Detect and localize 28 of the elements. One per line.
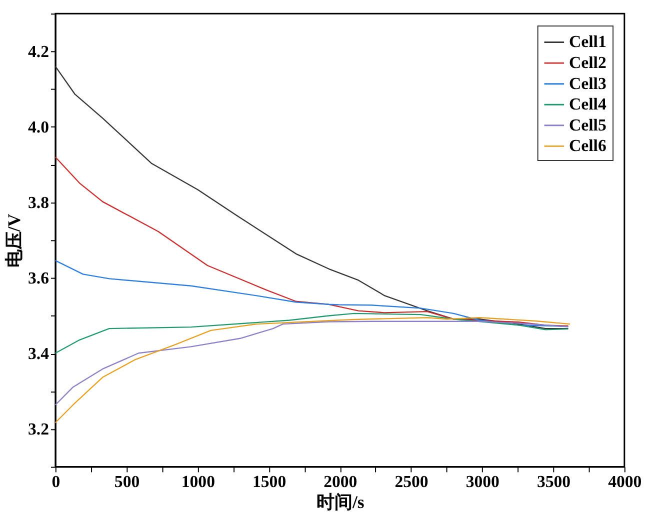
y-axis-title: 电压/V [4,214,24,268]
x-tick-label: 0 [52,472,60,492]
legend-label: Cell5 [568,115,606,134]
legend-label: Cell2 [568,53,606,72]
y-tick-label: 3.4 [28,344,50,363]
legend-label: Cell4 [568,94,607,114]
x-tick-label: 2000 [324,472,358,492]
line-series [54,66,569,330]
y-tick-label: 4.0 [28,117,49,136]
legend-label: Cell3 [568,74,606,93]
x-axis-title: 时间/s [316,492,364,512]
x-tick-label: 1500 [252,472,286,492]
y-tick-label: 3.8 [28,192,49,212]
y-tick-label: 3.2 [28,419,49,438]
x-tick-label: 2500 [394,472,428,492]
legend-label: Cell1 [568,32,606,52]
x-tick-label: 1000 [181,472,215,492]
x-tick-label: 4000 [608,472,642,492]
line-series [54,156,569,327]
x-tick-label: 3000 [466,472,500,492]
legend-label: Cell6 [568,136,606,156]
y-tick-label: 4.2 [28,42,49,61]
line-series [54,320,569,406]
y-tick-label: 3.6 [28,268,49,288]
x-tick-label: 500 [114,472,140,492]
line-series [54,312,569,354]
x-tick-label: 3500 [536,472,571,492]
line-series [54,317,571,424]
